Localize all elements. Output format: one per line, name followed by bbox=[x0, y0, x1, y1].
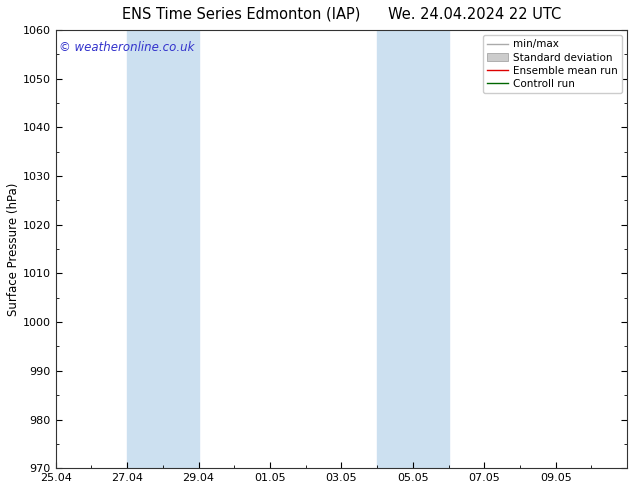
Y-axis label: Surface Pressure (hPa): Surface Pressure (hPa) bbox=[7, 182, 20, 316]
Bar bbox=[127, 30, 198, 468]
Text: © weatheronline.co.uk: © weatheronline.co.uk bbox=[58, 41, 194, 54]
Bar bbox=[377, 30, 448, 468]
Legend: min/max, Standard deviation, Ensemble mean run, Controll run: min/max, Standard deviation, Ensemble me… bbox=[482, 35, 622, 93]
Title: ENS Time Series Edmonton (IAP)      We. 24.04.2024 22 UTC: ENS Time Series Edmonton (IAP) We. 24.04… bbox=[122, 7, 561, 22]
